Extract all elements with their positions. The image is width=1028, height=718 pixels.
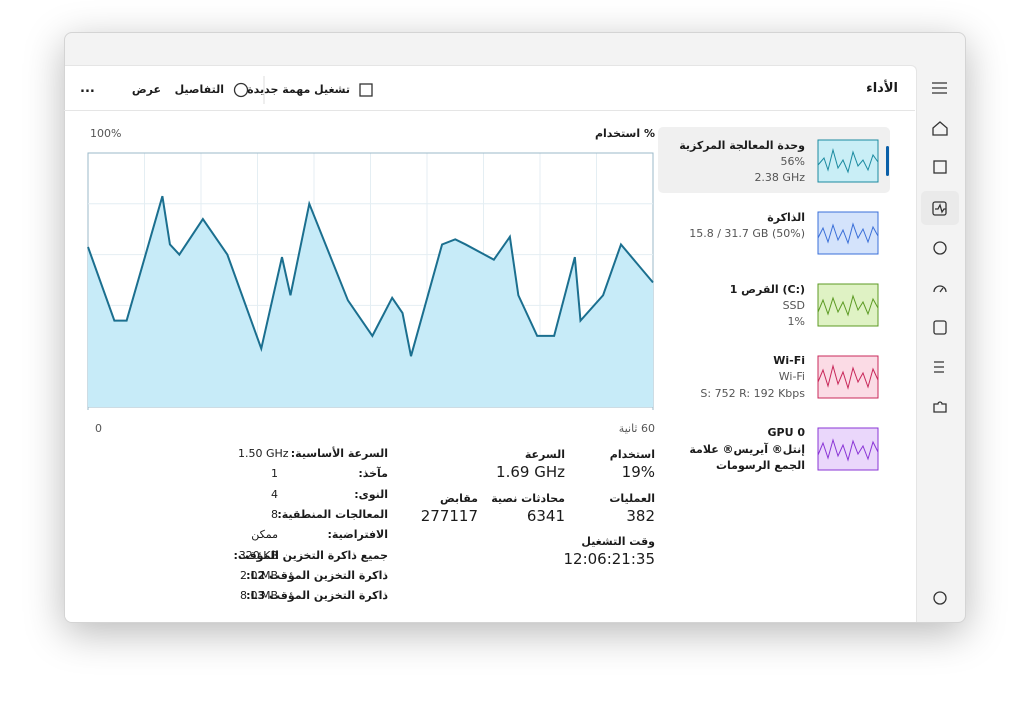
- card-line: 2.38 GHz: [754, 171, 805, 184]
- users-icon[interactable]: [933, 320, 947, 335]
- home-icon[interactable]: [932, 121, 948, 136]
- history-icon[interactable]: [933, 241, 947, 255]
- stat-value: 6341: [526, 507, 565, 525]
- details-button[interactable]: التفاصيل: [174, 83, 224, 96]
- wifi-thumb: [817, 355, 879, 399]
- more-button[interactable]: ...: [80, 81, 95, 96]
- usage-area: [88, 196, 653, 407]
- detail-label: الافتراضية:: [327, 528, 388, 542]
- detail-label: المعالجات المنطقية:: [277, 507, 388, 521]
- thumbnails: [817, 139, 879, 471]
- page-title: الأداء: [866, 81, 898, 96]
- toolbar-divider: [64, 110, 915, 111]
- info-icon[interactable]: [233, 82, 249, 98]
- y-tick-label: 100%: [90, 127, 122, 140]
- disk-thumb-line: [817, 294, 879, 317]
- stat-value: 1.69 GHz: [496, 463, 565, 481]
- wifi-thumb-line: [817, 364, 879, 390]
- card-title[interactable]: القرص 1 (C:): [729, 283, 805, 296]
- card-line: 1%: [787, 315, 805, 328]
- detail-label: ذاكرة التخزين المؤقت L3:: [246, 589, 388, 603]
- detail-value: 4: [271, 487, 278, 501]
- detail-value: 8.0 MB: [239, 589, 278, 603]
- detail-value: 1.50 GHz: [238, 447, 289, 460]
- startup-icon[interactable]: [933, 285, 947, 293]
- perf-wave: [935, 203, 946, 214]
- stat-label: وقت التشغيل: [581, 535, 655, 548]
- stat-label: استخدام: [609, 448, 655, 461]
- card-line: إنتل® آيريس® علامة الجمع الرسومات: [689, 443, 805, 472]
- detail-value: ممكن: [251, 528, 278, 542]
- stat-value: 382: [626, 507, 655, 525]
- detail-value: 8: [271, 507, 278, 521]
- cpu-chart: [87, 152, 654, 410]
- mem-thumb-line: [817, 222, 879, 245]
- stat-label: السرعة: [524, 448, 565, 461]
- detail-label: النوى:: [354, 487, 388, 501]
- apps-icon[interactable]: [933, 160, 947, 174]
- stat-value: 12:06:21:35: [563, 550, 655, 568]
- detail-label: جميع ذاكرة التخزين المؤقت:: [233, 548, 388, 562]
- card-title[interactable]: GPU 0: [767, 426, 805, 439]
- gpu-thumb: [817, 427, 879, 471]
- detail-label: ذاكرة التخزين المؤقت L2:: [246, 568, 388, 582]
- services-icon[interactable]: [933, 401, 947, 413]
- x-tick-label: 0: [95, 422, 102, 435]
- x-tick-label: 60 ثانية: [618, 422, 655, 435]
- card-line: 15.8 / 31.7 GB (50%): [689, 227, 805, 240]
- view-button[interactable]: عرض: [131, 83, 161, 96]
- cpu-thumb: [817, 139, 879, 183]
- nav-icons: [233, 82, 959, 605]
- disk-thumb: [817, 283, 879, 327]
- card-line: S: 752 R: 192 Kbps: [700, 387, 805, 400]
- cpu-thumb-line: [817, 148, 879, 174]
- detail-label: مآخذ:: [358, 467, 388, 481]
- stat-label: محادثات نصية: [491, 492, 565, 505]
- stat-label: مقابض: [440, 492, 478, 505]
- detail-value: 320 KB: [238, 548, 278, 562]
- card-title[interactable]: الذاكرة: [767, 211, 805, 224]
- card-title[interactable]: وحدة المعالجة المركزية: [679, 139, 805, 152]
- stat-value: 19%: [621, 463, 655, 481]
- detail-value: 2.0 MB: [239, 568, 278, 582]
- detail-value: 1: [271, 467, 278, 481]
- y-axis-label: % استخدام: [594, 127, 655, 140]
- details-icon[interactable]: [934, 361, 944, 373]
- usage-line: [87, 195, 654, 357]
- nav-selected[interactable]: [921, 191, 959, 225]
- run-task-icon[interactable]: [359, 83, 373, 97]
- card-line: 56%: [780, 155, 805, 168]
- menu-icon[interactable]: [932, 82, 947, 94]
- settings-icon[interactable]: [933, 591, 947, 605]
- stat-label: العمليات: [609, 492, 655, 505]
- card-title[interactable]: Wi-Fi: [773, 354, 805, 367]
- selected-indicator: [886, 146, 889, 176]
- stat-value: 277117: [420, 507, 478, 525]
- card-line: SSD: [782, 299, 805, 312]
- gpu-thumb-line: [817, 438, 879, 462]
- card-line: Wi-Fi: [778, 370, 805, 383]
- run-task-button[interactable]: تشغيل مهمة جديدة: [247, 83, 350, 96]
- detail-label: السرعة الأساسية:: [290, 447, 388, 460]
- mem-thumb: [817, 211, 879, 255]
